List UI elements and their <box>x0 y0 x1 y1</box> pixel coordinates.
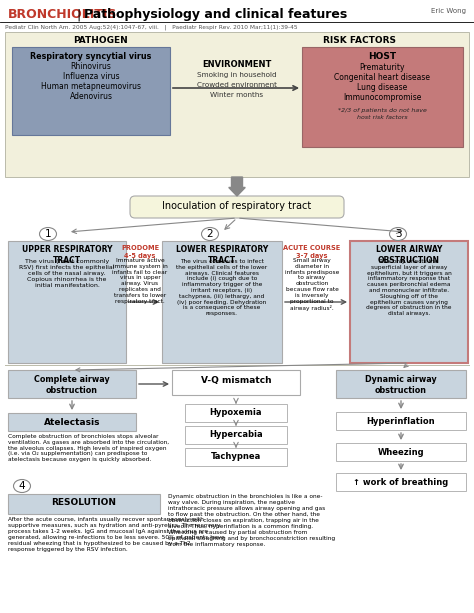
Text: LOWER AIRWAY
OBSTRUCTION: LOWER AIRWAY OBSTRUCTION <box>376 245 442 265</box>
Text: UPPER RESPIRATORY
TRACT: UPPER RESPIRATORY TRACT <box>22 245 112 265</box>
Text: 2: 2 <box>207 229 213 239</box>
Bar <box>350 241 468 363</box>
Ellipse shape <box>39 227 56 240</box>
Text: Immunocompromise: Immunocompromise <box>343 93 421 102</box>
Bar <box>185 426 287 444</box>
Ellipse shape <box>390 227 407 240</box>
Text: Pathophysiology and clinical features: Pathophysiology and clinical features <box>84 8 347 21</box>
Text: Immature active
immune system in
infants fail to clear
virus in upper
airway. Vi: Immature active immune system in infants… <box>112 258 168 303</box>
Text: HOST: HOST <box>368 52 396 61</box>
Text: Complete airway
obstruction: Complete airway obstruction <box>34 375 110 395</box>
Text: Atelectasis: Atelectasis <box>44 418 100 427</box>
Text: Crowded environment: Crowded environment <box>197 82 277 88</box>
Text: host risk factors: host risk factors <box>357 115 407 120</box>
Text: ACUTE COURSE
3-7 days: ACUTE COURSE 3-7 days <box>283 245 341 259</box>
Text: *2/3 of patients do not have: *2/3 of patients do not have <box>337 108 427 113</box>
Text: Influenza virus: Influenza virus <box>63 72 119 81</box>
Text: ↑ work of breathing: ↑ work of breathing <box>354 478 448 487</box>
Text: Pediatr Clin North Am. 2005 Aug;52(4):1047-67, viii.   |   Paediatr Respir Rev. : Pediatr Clin North Am. 2005 Aug;52(4):10… <box>5 24 298 29</box>
Text: After the acute course, infants usually recover spontaneously with
supportive me: After the acute course, infants usually … <box>8 517 225 552</box>
Bar <box>185 448 287 466</box>
FancyArrow shape <box>229 177 245 196</box>
Text: Hypercabia: Hypercabia <box>209 430 263 439</box>
Text: Lung disease: Lung disease <box>357 83 407 92</box>
Text: RISK FACTORS: RISK FACTORS <box>323 36 396 45</box>
Text: Rhinovirus: Rhinovirus <box>71 62 111 71</box>
Bar <box>302 47 463 147</box>
Bar <box>162 241 282 363</box>
Text: Dynamic obstruction in the bronchioles is like a one-
way valve. During inspirat: Dynamic obstruction in the bronchioles i… <box>168 494 335 547</box>
Bar <box>8 241 126 363</box>
Text: LOWER RESPIRATORY
TRACT: LOWER RESPIRATORY TRACT <box>176 245 268 265</box>
Bar <box>336 370 466 398</box>
Text: Hyperinflation: Hyperinflation <box>367 417 435 426</box>
Text: Tachypnea: Tachypnea <box>211 452 261 461</box>
Text: 1: 1 <box>45 229 51 239</box>
Text: The virus (most commonly
RSV) first infects the epithelial
cells of the nasal ai: The virus (most commonly RSV) first infe… <box>19 259 115 288</box>
Text: Hypoxemia: Hypoxemia <box>210 408 262 417</box>
FancyBboxPatch shape <box>130 196 344 218</box>
Text: Complete obstruction of bronchioles stops alveolar
ventilation. As gases are abs: Complete obstruction of bronchioles stop… <box>8 434 169 462</box>
Bar <box>185 404 287 422</box>
Text: Eric Wong: Eric Wong <box>431 8 466 14</box>
Bar <box>172 370 300 395</box>
Bar <box>336 412 466 430</box>
Ellipse shape <box>201 227 219 240</box>
Text: 3: 3 <box>395 229 401 239</box>
Text: Winter months: Winter months <box>210 92 264 98</box>
Bar <box>8 494 160 514</box>
Text: RSV only infects the
superficial layer of airway
epithelium, but it triggers an
: RSV only infects the superficial layer o… <box>366 259 452 316</box>
Bar <box>8 413 136 431</box>
Text: 4: 4 <box>18 481 25 491</box>
Text: BRONCHIOLITIS: BRONCHIOLITIS <box>8 8 118 21</box>
Bar <box>336 443 466 461</box>
Text: Respiratory syncytial virus: Respiratory syncytial virus <box>30 52 152 61</box>
Bar <box>8 370 136 398</box>
Text: Prematurity: Prematurity <box>359 63 405 72</box>
Text: Adenovirus: Adenovirus <box>70 92 112 101</box>
Text: Smoking in household: Smoking in household <box>197 72 277 78</box>
Ellipse shape <box>13 479 30 492</box>
Text: |: | <box>76 8 80 21</box>
Text: Wheezing: Wheezing <box>378 448 424 457</box>
Text: Inoculation of respiratory tract: Inoculation of respiratory tract <box>163 201 311 211</box>
Text: The virus continues to infect
the epithelial cells of the lower
airways. Clinica: The virus continues to infect the epithe… <box>176 259 267 316</box>
Text: V-Q mismatch: V-Q mismatch <box>201 376 271 385</box>
Text: Small airway
diameter in
infants predispose
to airway
obstruction
because flow r: Small airway diameter in infants predisp… <box>285 258 339 311</box>
Text: PRODOME
4-5 days: PRODOME 4-5 days <box>121 245 159 259</box>
Text: RESOLUTION: RESOLUTION <box>52 498 117 507</box>
Text: Human metapneumovirus: Human metapneumovirus <box>41 82 141 91</box>
Bar <box>5 32 469 177</box>
Bar <box>12 47 170 135</box>
Text: ENVIRONMENT: ENVIRONMENT <box>202 60 272 69</box>
Bar <box>336 473 466 491</box>
Text: Dynamic airway
obstruction: Dynamic airway obstruction <box>365 375 437 395</box>
Text: PATHOGEN: PATHOGEN <box>73 36 128 45</box>
Text: Congenital heart disease: Congenital heart disease <box>334 73 430 82</box>
